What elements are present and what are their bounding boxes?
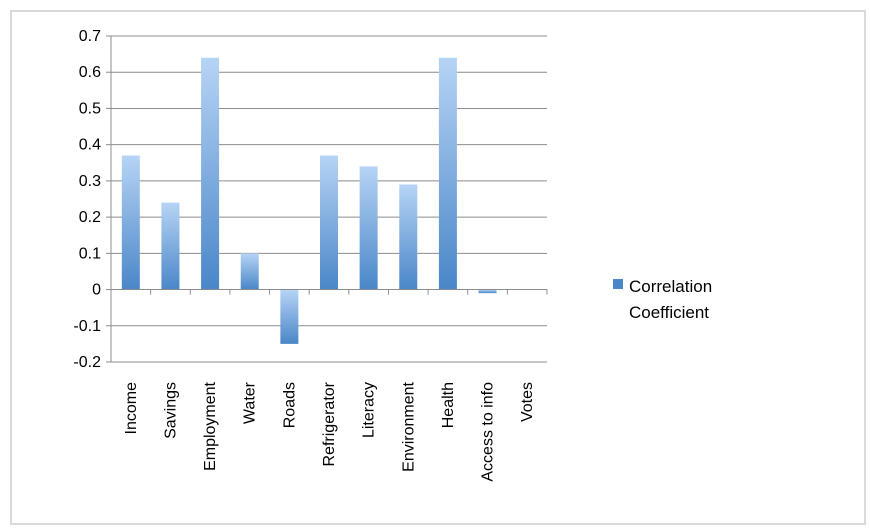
bars bbox=[121, 57, 497, 344]
x-category-label: Health bbox=[440, 382, 457, 428]
legend-label-line-1: Correlation bbox=[629, 277, 712, 296]
y-tick-labels: 0.7 0.6 0.5 0.4 0.3 0.2 0.1 0 -0.1 -0.2 bbox=[73, 28, 101, 371]
bar-roads bbox=[280, 289, 299, 344]
x-category-label: Employment bbox=[202, 381, 219, 470]
bar-access-to-info bbox=[478, 289, 497, 294]
x-category-label: Refrigerator bbox=[321, 381, 338, 466]
x-category-label: Literacy bbox=[361, 382, 378, 438]
x-category-label: Income bbox=[123, 382, 140, 435]
bar-income bbox=[121, 155, 140, 290]
chart-frame bbox=[10, 10, 866, 525]
y-tick-label: 0 bbox=[92, 282, 101, 299]
axes bbox=[110, 36, 548, 362]
y-tick-label: 0.5 bbox=[79, 100, 101, 117]
x-category-labels: Income Savings Employment Water Roads Refrige… bbox=[123, 381, 536, 481]
x-category-label: Environment bbox=[400, 381, 417, 471]
x-category-label: Water bbox=[242, 381, 259, 424]
bar-employment bbox=[201, 57, 220, 290]
legend-swatch bbox=[613, 279, 623, 289]
legend: Correlation Coefficient bbox=[613, 277, 712, 322]
y-tick-label: 0.1 bbox=[79, 245, 101, 262]
y-tick-label: 0.2 bbox=[79, 209, 101, 226]
bar-refrigerator bbox=[320, 155, 338, 290]
y-tick-label: -0.1 bbox=[73, 318, 101, 335]
y-tick-label: 0.7 bbox=[79, 28, 101, 45]
bar-savings bbox=[161, 202, 180, 290]
x-category-label: Savings bbox=[162, 382, 179, 439]
bar-literacy bbox=[359, 166, 378, 290]
x-category-label: Roads bbox=[281, 382, 298, 428]
bar-water bbox=[240, 253, 259, 290]
bar-health bbox=[438, 57, 457, 290]
bar-environment bbox=[399, 184, 418, 290]
x-category-label: Access to info bbox=[480, 382, 497, 482]
y-tick-label: -0.2 bbox=[73, 354, 101, 371]
legend-label-line-2: Coefficient bbox=[629, 303, 709, 322]
y-tick-label: 0.3 bbox=[79, 173, 101, 190]
x-category-label: Votes bbox=[519, 382, 536, 422]
y-tick-label: 0.4 bbox=[79, 137, 101, 154]
y-tick-label: 0.6 bbox=[79, 64, 101, 81]
